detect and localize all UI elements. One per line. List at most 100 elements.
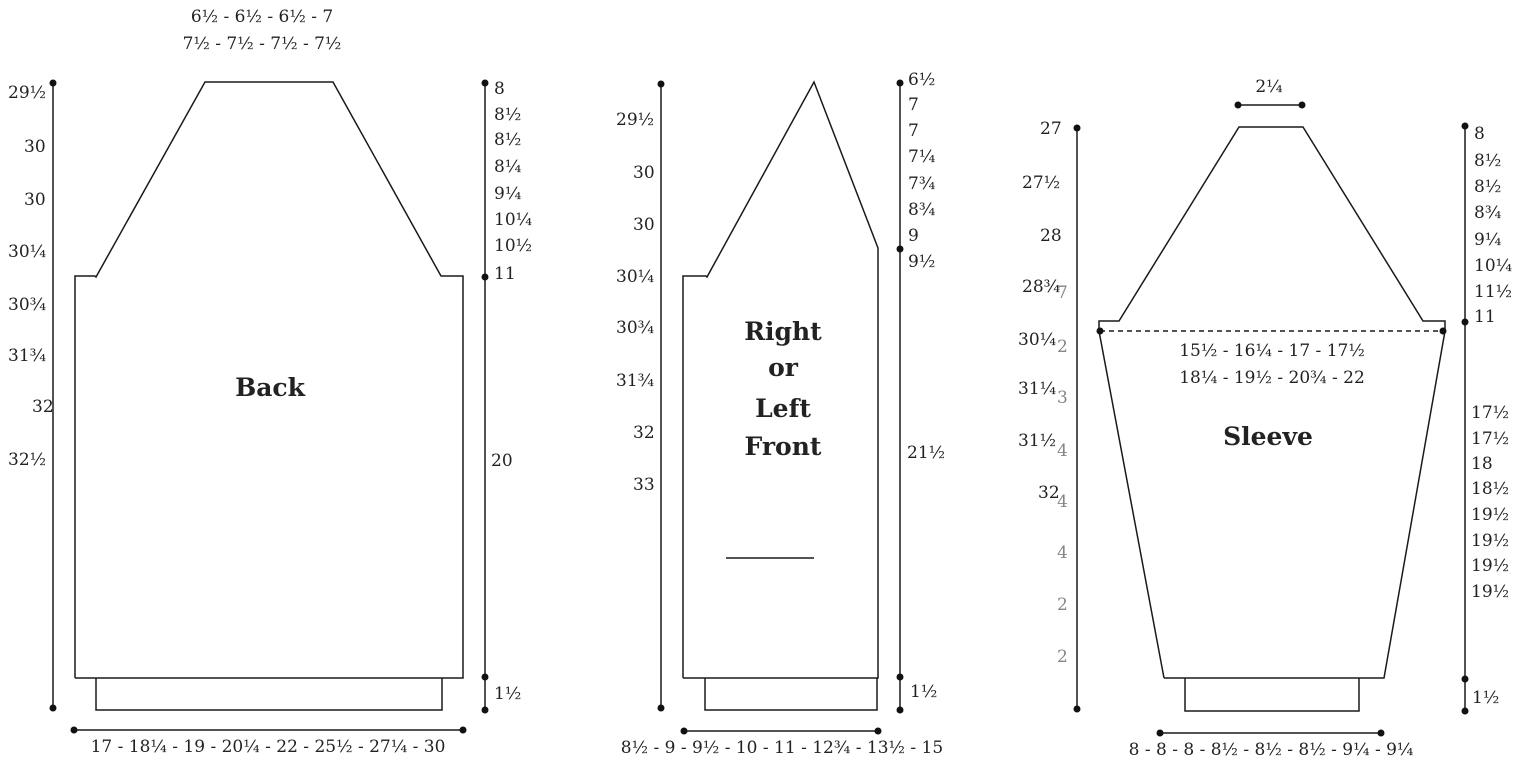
back-width-dot-left xyxy=(70,726,78,734)
front-depth-dot-bottom xyxy=(896,706,904,714)
front-length-2: 30 xyxy=(633,163,655,183)
front-length-8: 33 xyxy=(633,475,655,495)
front-neck-8: 9½ xyxy=(908,252,935,272)
front-width-dot-right xyxy=(874,727,882,735)
front-depth-dot-top xyxy=(896,79,904,87)
back-length-2: 30 xyxy=(24,137,46,157)
sleeve-length-1: 27 xyxy=(1040,119,1062,139)
front-length-5: 30¾ xyxy=(616,318,654,338)
front-hem: 1½ xyxy=(910,682,937,702)
back-armhole-4: 8¼ xyxy=(494,157,521,177)
back-armhole-5: 9¼ xyxy=(494,184,521,204)
sleeve-width-dot-left xyxy=(1156,729,1164,737)
sleeve-width-dot-right xyxy=(1377,729,1385,737)
front-length-6: 31¾ xyxy=(616,371,654,391)
back-length-dot-top xyxy=(49,79,57,87)
sleeve-upper-width-line-1: 15½ - 16¼ - 17 - 17½ xyxy=(1179,341,1365,361)
front-neck-6: 8¾ xyxy=(908,200,935,220)
sleeve-top-dot-right xyxy=(1298,101,1306,109)
sleeve-top-width: 2¼ xyxy=(1255,77,1282,97)
sleeve-title: Sleeve xyxy=(1223,422,1313,451)
sleeve-underarm-3: 18 xyxy=(1471,454,1493,474)
sleeve-length-3: 28 xyxy=(1040,226,1062,246)
sleeve-piece: 2¼ 27 27½ 28 28¾ 30¼ 31¼ 31½ 3 2 7 2 3 4 … xyxy=(1018,77,1512,760)
back-length-5: 30¾ xyxy=(8,295,46,315)
front-length-4: 30¼ xyxy=(616,267,654,287)
sleeve-depth-dot-underarm xyxy=(1461,318,1469,326)
front-neck-5: 7¾ xyxy=(908,174,935,194)
front-outline xyxy=(682,80,879,679)
sleeve-underarm-1: 17½ xyxy=(1471,403,1509,423)
back-length-8: 32½ xyxy=(8,450,46,470)
sleeve-cap-1: 8 xyxy=(1474,124,1485,144)
sleeve-underarm-6: 19½ xyxy=(1471,531,1509,551)
back-outline xyxy=(74,81,464,679)
sleeve-underarm-dot-left xyxy=(1096,327,1104,335)
sleeve-underarm-dot-right xyxy=(1439,327,1447,335)
back-title: Back xyxy=(235,373,306,402)
front-title-line-4: Front xyxy=(745,432,822,461)
sleeve-length-2: 27½ xyxy=(1022,173,1060,193)
sleeve-hem: 1½ xyxy=(1472,688,1499,708)
back-length-4: 30¼ xyxy=(8,242,46,262)
sleeve-stray-6: 4 xyxy=(1057,543,1068,563)
front-width-dot-left xyxy=(680,727,688,735)
back-bottom-width: 17 - 18¼ - 19 - 20¼ - 22 - 25½ - 27¼ - 3… xyxy=(91,737,446,757)
sleeve-underarm-7: 19½ xyxy=(1471,556,1509,576)
back-depth-dot-hem xyxy=(481,673,489,681)
back-armhole-7: 10½ xyxy=(494,236,532,256)
back-depth-dot-bottom xyxy=(481,706,489,714)
sleeve-stray-4: 4 xyxy=(1057,441,1068,461)
sleeve-stray-2: 2 xyxy=(1057,337,1068,357)
back-length-7: 32 xyxy=(32,397,54,417)
front-length-7: 32 xyxy=(633,423,655,443)
sleeve-bottom-width: 8 - 8 - 8 - 8½ - 8½ - 8½ - 9¼ - 9¼ xyxy=(1129,740,1414,760)
sleeve-top-dot-left xyxy=(1234,101,1242,109)
front-length-dot-bottom xyxy=(657,704,665,712)
back-armhole-2: 8½ xyxy=(494,105,521,125)
front-title-line-3: Left xyxy=(755,394,811,423)
back-hem: 1½ xyxy=(494,684,521,704)
front-ribbing xyxy=(704,678,878,711)
sleeve-length-6: 31¼ xyxy=(1018,379,1056,399)
sleeve-depth-dot-bottom xyxy=(1461,707,1469,715)
front-depth-dot-neck xyxy=(896,245,904,253)
back-armhole-8: 11 xyxy=(494,264,516,284)
back-length-1: 29½ xyxy=(8,83,46,103)
sleeve-cuff xyxy=(1184,678,1360,712)
front-bottom-width: 8½ - 9 - 9½ - 10 - 11 - 12¾ - 13½ - 15 xyxy=(621,738,943,758)
sleeve-stray-3: 3 xyxy=(1057,388,1068,408)
sleeve-cap-8: 11 xyxy=(1474,307,1496,327)
back-length-6: 31¾ xyxy=(8,346,46,366)
sleeve-depth-dot-top xyxy=(1461,122,1469,130)
front-title-line-1: Right xyxy=(744,317,822,346)
sleeve-length-dot-bottom xyxy=(1073,705,1081,713)
sleeve-stray-digits: 7 2 3 4 4 4 2 2 xyxy=(1057,283,1068,667)
front-side-length: 21½ xyxy=(907,443,945,463)
front-length-dot-top xyxy=(657,80,665,88)
sleeve-cap-5: 9¼ xyxy=(1474,230,1501,250)
back-length-dot-bottom xyxy=(49,704,57,712)
sleeve-cap-2: 8½ xyxy=(1474,151,1501,171)
sleeve-length-dot-top xyxy=(1073,124,1081,132)
sleeve-cap-6: 10¼ xyxy=(1474,256,1512,276)
sleeve-cap-4: 8¾ xyxy=(1474,203,1501,223)
sleeve-cap-3: 8½ xyxy=(1474,177,1501,197)
back-armhole-6: 10¼ xyxy=(494,210,532,230)
sleeve-length-7: 31½ xyxy=(1018,431,1056,451)
back-width-dot-right xyxy=(459,726,467,734)
front-neck-1: 6½ xyxy=(908,70,935,90)
sleeve-length-5: 30¼ xyxy=(1018,330,1056,350)
front-piece: 29½ 30 30 30¼ 30¾ 31¾ 32 33 6½ 7 7 7¼ 7¾… xyxy=(616,70,945,758)
back-armhole-3: 8½ xyxy=(494,130,521,150)
back-piece: 6½ - 6½ - 6½ - 7 7½ - 7½ - 7½ - 7½ 29½ 3… xyxy=(8,7,532,757)
sleeve-underarm-2: 17½ xyxy=(1471,429,1509,449)
back-depth-dot-armhole xyxy=(481,273,489,281)
back-length-3: 30 xyxy=(24,190,46,210)
sleeve-cap-7: 11½ xyxy=(1474,282,1512,302)
front-neck-7: 9 xyxy=(908,226,919,246)
sleeve-depth-dot-cuff xyxy=(1461,675,1469,683)
back-ribbing xyxy=(95,678,443,711)
sleeve-length-4: 28¾ xyxy=(1022,277,1060,297)
